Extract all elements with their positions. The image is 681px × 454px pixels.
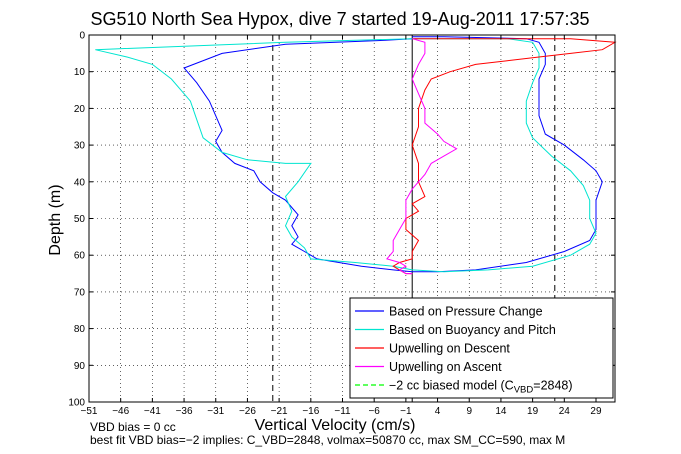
legend-label: Upwelling on Ascent	[389, 360, 502, 374]
legend: Based on Pressure Change Based on Buoyanc…	[349, 297, 614, 399]
y-tick-label: 20	[74, 104, 86, 115]
legend-label: Based on Pressure Change	[389, 305, 543, 319]
y-tick-label: 10	[74, 67, 86, 78]
x-tick-label: 24	[559, 406, 571, 417]
x-tick-label: −11	[334, 406, 351, 417]
x-tick-label: −36	[176, 406, 193, 417]
best-fit-note: best fit VBD bias=−2 implies: C_VBD=2848…	[90, 433, 566, 447]
x-tick-label: 29	[590, 406, 602, 417]
legend-label: −2 cc biased model (CVBD=2848)	[389, 379, 573, 396]
x-tick-label: −51	[81, 406, 98, 417]
legend-label: Upwelling on Descent	[389, 342, 510, 356]
y-axis-label: Depth (m)	[47, 184, 64, 255]
y-tick-label: 70	[74, 287, 86, 298]
x-tick-label: −31	[207, 406, 224, 417]
series-line-1	[95, 38, 597, 273]
x-axis: −51 −46 −41 −36 −31 −26 −21 −16 −11 −6 −1 4 9 14 19 24 2…	[81, 35, 602, 417]
x-tick-label: −16	[302, 406, 319, 417]
x-tick-label: 4	[435, 406, 441, 417]
y-axis: 0 10 20 30 40 50 60 70 80 90 100	[68, 31, 615, 409]
x-tick-label: 9	[466, 406, 472, 417]
x-tick-label: −41	[144, 406, 161, 417]
series-group	[95, 36, 617, 275]
x-tick-label: −21	[271, 406, 288, 417]
x-tick-label: 14	[495, 406, 507, 417]
series-line-3	[386, 38, 458, 275]
series-line-0	[183, 36, 603, 273]
chart-title: SG510 North Sea Hypox, dive 7 started 19…	[91, 9, 590, 29]
x-tick-label: −6	[368, 406, 380, 417]
y-tick-label: 0	[79, 31, 85, 42]
y-tick-label: 30	[74, 141, 86, 152]
x-tick-label: −26	[239, 406, 256, 417]
series-line-2	[392, 38, 617, 275]
x-tick-label: −1	[400, 406, 412, 417]
y-tick-label: 80	[74, 324, 86, 335]
x-tick-label: 19	[527, 406, 539, 417]
legend-label: Based on Buoyancy and Pitch	[389, 323, 556, 337]
x-tick-label: −46	[112, 406, 129, 417]
y-tick-label: 90	[74, 361, 86, 372]
y-tick-label: 50	[74, 214, 86, 225]
legend-box	[349, 297, 614, 399]
vbd-bias-note: VBD bias = 0 cc	[90, 420, 176, 434]
y-tick-label: 40	[74, 177, 86, 188]
y-tick-label: 100	[68, 398, 85, 409]
x-axis-label: Vertical Velocity (cm/s)	[255, 417, 416, 434]
y-tick-label: 60	[74, 251, 86, 262]
